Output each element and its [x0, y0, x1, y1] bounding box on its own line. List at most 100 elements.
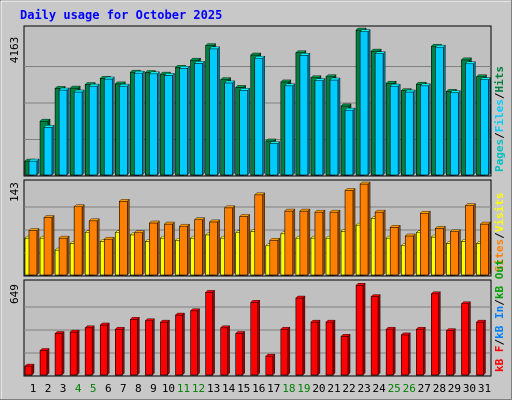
- visits-ymax-label: 143: [8, 182, 21, 202]
- x-tick-label: 12: [192, 382, 205, 395]
- files-bar-day-7: [118, 83, 130, 176]
- kb-f-bar-day-10: [159, 319, 170, 376]
- kbytes-ymax-label: 649: [8, 284, 21, 304]
- legend-text: Sites/Visits: [493, 193, 506, 273]
- x-tick-label: 5: [90, 382, 97, 395]
- kb-f-bar-day-26: [400, 332, 411, 376]
- x-tick-label: 19: [297, 382, 310, 395]
- sites-bar-day-21: [329, 209, 341, 276]
- kb-f-bar-day-28: [430, 291, 441, 376]
- sites-bar-day-19: [299, 208, 311, 276]
- sites-bar-day-24: [374, 209, 386, 276]
- files-bar-day-21: [329, 77, 341, 176]
- legend-kb-out: kB Out: [493, 259, 506, 299]
- sites-bar-day-22: [344, 188, 356, 276]
- x-tick-label: 11: [177, 382, 190, 395]
- hits-ymax-label: 4163: [8, 37, 21, 64]
- x-tick-label: 29: [448, 382, 461, 395]
- hits-panel: [23, 25, 492, 177]
- legend-kb-in: kB In: [493, 306, 506, 339]
- x-tick-label: 4: [75, 382, 82, 395]
- sites-bar-day-5: [88, 218, 100, 276]
- x-tick-label: 17: [267, 382, 280, 395]
- sites-bar-day-12: [194, 217, 206, 276]
- kb-f-bar-day-3: [54, 330, 65, 376]
- files-bar-day-25: [389, 83, 401, 176]
- files-bar-day-3: [58, 87, 70, 176]
- files-bar-day-4: [73, 89, 85, 176]
- sites-bar-day-15: [239, 213, 251, 276]
- kb-f-bar-day-8: [129, 316, 140, 376]
- x-tick-label: 7: [120, 382, 127, 395]
- files-bar-day-18: [284, 83, 296, 176]
- files-bar-day-1: [28, 158, 40, 176]
- kb-f-bar-day-23: [355, 282, 366, 376]
- x-tick-label: 22: [342, 382, 355, 395]
- files-bar-day-30: [464, 61, 476, 176]
- x-tick-label: 15: [237, 382, 250, 395]
- sites-bar-day-14: [224, 205, 236, 276]
- legend-pages: Pages: [493, 139, 506, 172]
- visits-legend: Sites/Visits: [493, 193, 506, 273]
- sites-bar-day-11: [179, 223, 190, 276]
- kb-f-bar-day-30: [460, 301, 471, 376]
- sites-bar-day-28: [434, 225, 446, 276]
- x-tick-label: 26: [403, 382, 416, 395]
- files-bar-day-27: [419, 83, 431, 176]
- kb-f-bar-day-13: [205, 289, 216, 376]
- sites-bar-day-8: [133, 230, 145, 276]
- files-bar-day-16: [254, 55, 266, 176]
- legend-sites: Sites: [493, 239, 506, 272]
- sites-bar-day-29: [449, 229, 461, 276]
- x-tick-label: 9: [150, 382, 157, 395]
- kb-f-bar-day-21: [325, 319, 336, 376]
- files-bar-day-19: [299, 52, 311, 176]
- sites-bar-day-26: [404, 233, 416, 276]
- files-bar-day-31: [480, 77, 491, 176]
- x-tick-label: 14: [222, 382, 236, 395]
- files-bar-day-29: [449, 90, 461, 176]
- sites-bar-day-23: [359, 181, 371, 276]
- kb-f-bar-day-15: [235, 330, 246, 376]
- hits-legend: Pages/Files/Hits: [493, 66, 506, 172]
- legend-files: Files: [493, 99, 506, 132]
- x-tick-label: 13: [207, 382, 220, 395]
- kb-f-bar-day-7: [114, 326, 125, 376]
- files-bar-day-22: [344, 107, 356, 176]
- sites-bar-day-20: [314, 209, 326, 276]
- files-bar-day-28: [434, 44, 446, 176]
- legend-separator: /: [493, 339, 506, 346]
- files-bar-day-5: [88, 83, 100, 176]
- x-tick-label: 16: [252, 382, 265, 395]
- x-tick-label: 31: [478, 382, 491, 395]
- files-bar-day-2: [43, 124, 55, 176]
- legend-kb-f: kB F: [493, 346, 506, 373]
- kbytes-panel: [23, 279, 492, 377]
- sites-bar-day-10: [163, 221, 175, 276]
- files-bar-day-15: [239, 87, 251, 176]
- sites-bar-day-17: [269, 237, 281, 276]
- sites-bar-day-16: [254, 192, 266, 276]
- legend-separator: /: [493, 299, 506, 306]
- files-bar-day-10: [163, 72, 175, 176]
- x-tick-label: 21: [327, 382, 340, 395]
- files-bar-day-8: [133, 70, 145, 176]
- x-tick-label: 24: [373, 382, 387, 395]
- kb-f-bar-day-1: [24, 363, 35, 376]
- visits-panel: [23, 179, 492, 277]
- legend-separator: /: [493, 232, 506, 239]
- kb-f-bar-day-12: [190, 308, 201, 376]
- legend-separator: /: [493, 132, 506, 139]
- legend-text: Pages/Files/Hits: [493, 66, 506, 172]
- files-bar-day-24: [374, 51, 386, 176]
- sites-bar-day-30: [464, 203, 476, 276]
- x-tick-label: 6: [105, 382, 112, 395]
- kb-f-bar-day-24: [370, 294, 381, 376]
- kb-f-bar-day-31: [476, 319, 486, 376]
- sites-bar-day-6: [103, 236, 115, 276]
- sites-bar-day-2: [43, 215, 55, 276]
- chart-title: Daily usage for October 2025: [20, 8, 222, 22]
- kb-f-bar-day-27: [415, 326, 426, 376]
- kb-f-bar-day-4: [69, 329, 80, 376]
- x-tick-label: 30: [463, 382, 476, 395]
